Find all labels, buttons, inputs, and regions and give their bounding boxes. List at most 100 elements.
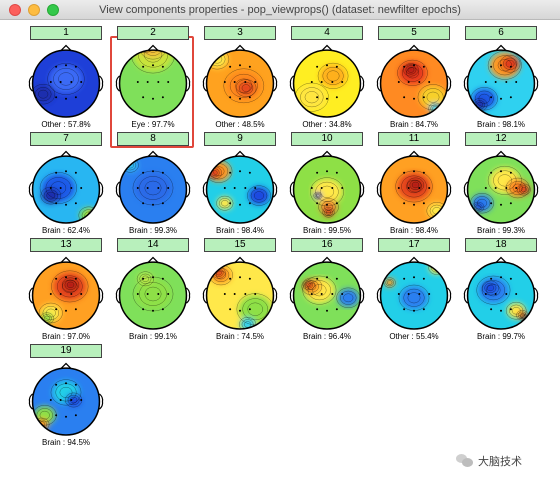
- topoplot-12[interactable]: [463, 150, 539, 226]
- head-outline: [379, 155, 449, 224]
- right-ear-mark: [99, 393, 104, 410]
- left-ear-mark: [28, 287, 33, 304]
- topoplot-3[interactable]: [202, 44, 278, 120]
- topoplot-11[interactable]: [376, 150, 452, 226]
- wechat-icon: [456, 454, 474, 468]
- left-ear-mark: [463, 181, 468, 198]
- component-label-13: Brain : 97.0%: [41, 332, 91, 341]
- nose-mark: [321, 256, 333, 264]
- component-button-9[interactable]: 9: [204, 132, 276, 146]
- component-label-8: Brain : 99.3%: [128, 226, 178, 235]
- watermark: 大脑技术: [456, 453, 522, 469]
- topoplot-17[interactable]: [376, 256, 452, 332]
- component-button-10[interactable]: 10: [291, 132, 363, 146]
- left-ear-mark: [115, 287, 120, 304]
- nose-mark: [234, 256, 246, 264]
- component-button-14[interactable]: 14: [117, 238, 189, 252]
- topoplot-7[interactable]: [28, 150, 104, 226]
- minimize-window-button[interactable]: [28, 4, 40, 16]
- component-label-2: Eye : 97.7%: [131, 120, 175, 129]
- left-ear-mark: [115, 75, 120, 92]
- component-button-11[interactable]: 11: [378, 132, 450, 146]
- nose-mark: [60, 256, 72, 264]
- right-ear-mark: [273, 181, 278, 198]
- nose-mark: [495, 256, 507, 264]
- nose-mark: [147, 150, 159, 158]
- topoplot-1[interactable]: [28, 44, 104, 120]
- right-ear-mark: [360, 287, 365, 304]
- head-outline: [205, 261, 275, 330]
- component-button-17[interactable]: 17: [378, 238, 450, 252]
- component-button-2[interactable]: 2: [117, 26, 189, 40]
- right-ear-mark: [186, 287, 191, 304]
- topoplot-6[interactable]: [463, 44, 539, 120]
- component-button-7[interactable]: 7: [30, 132, 102, 146]
- topoplot-2[interactable]: [115, 44, 191, 120]
- right-ear-mark: [534, 287, 539, 304]
- component-label-12: Brain : 99.3%: [476, 226, 526, 235]
- right-ear-mark: [186, 181, 191, 198]
- component-button-5[interactable]: 5: [378, 26, 450, 40]
- head-outline: [31, 155, 101, 224]
- component-button-3[interactable]: 3: [204, 26, 276, 40]
- topoplot-5[interactable]: [376, 44, 452, 120]
- head-outline: [466, 261, 536, 330]
- component-button-19[interactable]: 19: [30, 344, 102, 358]
- component-button-4[interactable]: 4: [291, 26, 363, 40]
- topoplot-8[interactable]: [115, 150, 191, 226]
- component-button-6[interactable]: 6: [465, 26, 537, 40]
- component-label-4: Other : 34.8%: [302, 120, 352, 129]
- left-ear-mark: [463, 287, 468, 304]
- window-titlebar: View components properties - pop_viewpro…: [0, 0, 560, 20]
- right-ear-mark: [273, 75, 278, 92]
- zoom-window-button[interactable]: [47, 4, 59, 16]
- topoplot-10[interactable]: [289, 150, 365, 226]
- topoplot-4[interactable]: [289, 44, 365, 120]
- left-ear-mark: [28, 181, 33, 198]
- component-button-1[interactable]: 1: [30, 26, 102, 40]
- left-ear-mark: [463, 75, 468, 92]
- head-outline: [118, 261, 188, 330]
- topoplot-14[interactable]: [115, 256, 191, 332]
- topoplot-15[interactable]: [202, 256, 278, 332]
- right-ear-mark: [534, 181, 539, 198]
- nose-mark: [495, 150, 507, 158]
- component-label-19: Brain : 94.5%: [41, 438, 91, 447]
- head-outline: [379, 261, 449, 330]
- topoplot-18[interactable]: [463, 256, 539, 332]
- component-button-16[interactable]: 16: [291, 238, 363, 252]
- component-button-8[interactable]: 8: [117, 132, 189, 146]
- component-button-18[interactable]: 18: [465, 238, 537, 252]
- topoplot-9[interactable]: [202, 150, 278, 226]
- left-ear-mark: [202, 75, 207, 92]
- head-outline: [466, 155, 536, 224]
- left-ear-mark: [376, 75, 381, 92]
- topoplot-19[interactable]: [28, 362, 104, 438]
- left-ear-mark: [376, 287, 381, 304]
- nose-mark: [147, 256, 159, 264]
- component-label-9: Brain : 98.4%: [215, 226, 265, 235]
- head-outline: [466, 49, 536, 118]
- head-outline: [31, 49, 101, 118]
- right-ear-mark: [99, 181, 104, 198]
- close-window-button[interactable]: [9, 4, 21, 16]
- head-outline: [292, 49, 362, 118]
- nose-mark: [234, 44, 246, 52]
- head-outline: [292, 261, 362, 330]
- head-outline: [292, 155, 362, 224]
- component-label-7: Brain : 62.4%: [41, 226, 91, 235]
- head-outline: [31, 367, 101, 436]
- topoplot-13[interactable]: [28, 256, 104, 332]
- right-ear-mark: [447, 181, 452, 198]
- nose-mark: [321, 44, 333, 52]
- right-ear-mark: [534, 75, 539, 92]
- component-button-15[interactable]: 15: [204, 238, 276, 252]
- window-title: View components properties - pop_viewpro…: [99, 4, 461, 16]
- right-ear-mark: [447, 287, 452, 304]
- topoplot-16[interactable]: [289, 256, 365, 332]
- component-label-17: Other : 55.4%: [389, 332, 439, 341]
- left-ear-mark: [289, 75, 294, 92]
- component-button-12[interactable]: 12: [465, 132, 537, 146]
- component-button-13[interactable]: 13: [30, 238, 102, 252]
- right-ear-mark: [99, 287, 104, 304]
